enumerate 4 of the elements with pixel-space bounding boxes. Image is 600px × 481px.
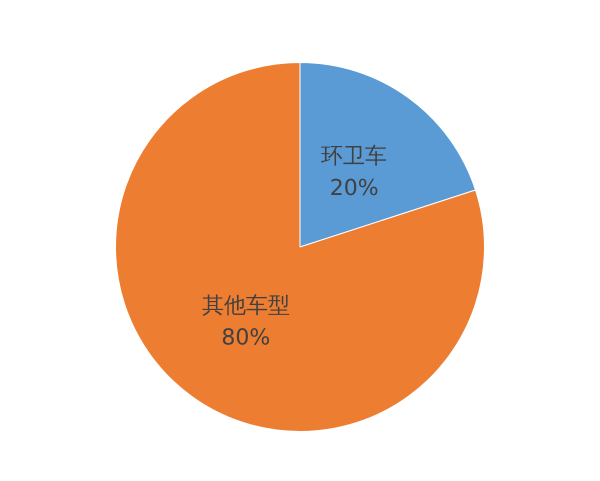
data-label: 20% (330, 176, 379, 202)
slice-label: 环卫车 (321, 144, 388, 170)
data-label: 80% (221, 325, 270, 350)
slice-label: 其他车型 (202, 293, 290, 318)
